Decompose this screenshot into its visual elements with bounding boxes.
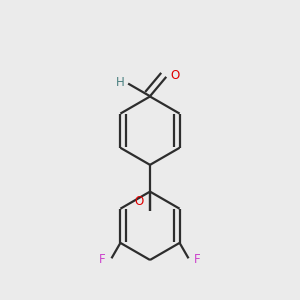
Text: O: O	[134, 195, 143, 208]
Text: F: F	[99, 253, 106, 266]
Text: O: O	[170, 69, 179, 82]
Text: H: H	[116, 76, 125, 88]
Text: F: F	[194, 253, 201, 266]
